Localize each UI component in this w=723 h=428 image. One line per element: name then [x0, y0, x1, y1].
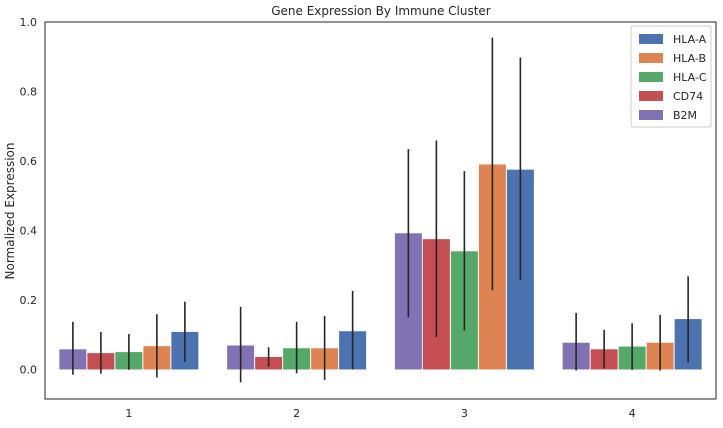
plot-frame — [44, 21, 717, 400]
legend-label-hla-c: HLA-C — [673, 71, 707, 84]
x-tick-label: 4 — [629, 407, 636, 420]
legend-swatch-cd74 — [639, 91, 663, 101]
legend-swatch-hla-a — [639, 34, 663, 44]
legend-swatch-hla-b — [639, 53, 663, 63]
plot-area — [59, 37, 702, 383]
x-tick-label: 2 — [293, 407, 300, 420]
y-tick-label: 0.4 — [20, 224, 38, 237]
chart-title: Gene Expression By Immune Cluster — [271, 4, 491, 18]
legend-swatch-hla-c — [639, 72, 663, 82]
legend-label-cd74: CD74 — [673, 90, 703, 103]
x-tick-label: 3 — [461, 407, 468, 420]
y-tick-label: 0.6 — [20, 155, 38, 168]
legend-label-b2m: B2M — [673, 109, 697, 122]
y-tick-label: 0.2 — [20, 294, 38, 307]
y-axis-label: Normalized Expression — [3, 142, 17, 279]
y-axis: 0.0 0.2 0.4 0.6 0.8 1.0 — [20, 16, 38, 376]
legend-box — [630, 25, 712, 128]
legend-label-hla-a: HLA-A — [673, 33, 707, 46]
y-tick-label: 0.8 — [20, 85, 38, 98]
legend-label-hla-b: HLA-B — [673, 52, 706, 65]
x-axis: 1 2 3 4 — [125, 407, 635, 420]
legend: HLA-A HLA-B HLA-C CD74 B2M — [630, 25, 712, 128]
y-tick-label: 0.0 — [20, 363, 38, 376]
x-tick-label: 1 — [125, 407, 132, 420]
y-tick-label: 1.0 — [20, 16, 38, 29]
legend-swatch-b2m — [639, 110, 663, 120]
